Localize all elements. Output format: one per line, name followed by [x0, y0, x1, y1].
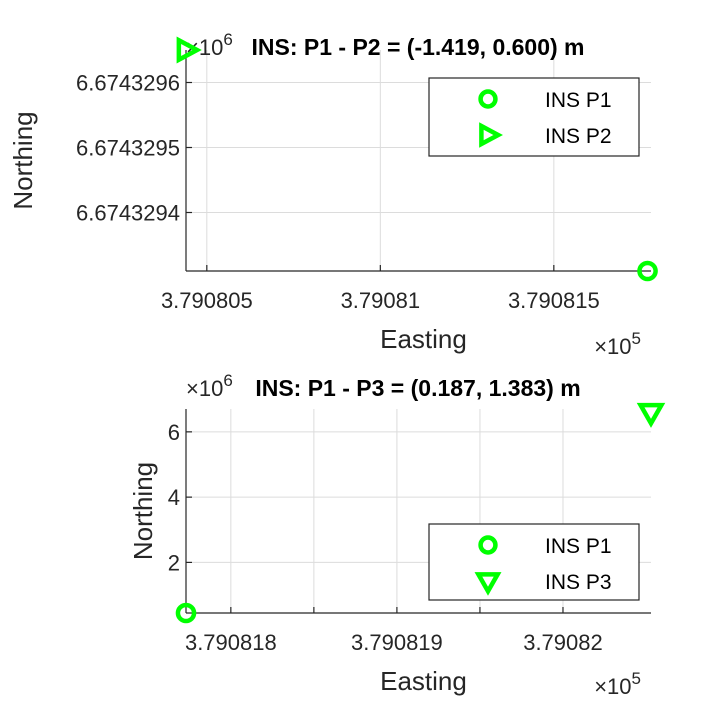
- y-exponent-label: ×106: [186, 30, 233, 60]
- x-tick-label: 3.79081: [341, 288, 421, 313]
- x-exponent-label: ×105: [594, 329, 641, 359]
- axes-1: 3.790805 3.79081 3.790815 6.6743294 6.674329…: [8, 30, 656, 359]
- y-tick-label: 4: [168, 485, 180, 510]
- x-tick-label: 3.790819: [351, 630, 443, 655]
- data-point-ins-p3: [641, 405, 662, 423]
- x-tick-label: 3.790815: [508, 288, 600, 313]
- x-tick-label: 3.790818: [185, 630, 277, 655]
- y-axis-label: Northing: [128, 462, 158, 560]
- legend: INS P1 INS P3: [429, 524, 639, 600]
- x-axis-label: Easting: [380, 666, 467, 696]
- legend-entry: INS P1: [545, 535, 612, 558]
- legend-entry: INS P1: [545, 89, 612, 112]
- y-tick-label: 6.6743296: [76, 71, 180, 96]
- chart-title: INS: P1 - P3 = (0.187, 1.383) m: [255, 375, 580, 401]
- legend-entry: INS P2: [545, 125, 612, 148]
- y-tick-label: 6: [168, 420, 180, 445]
- legend-entry: INS P3: [545, 571, 612, 594]
- chart-title: INS: P1 - P2 = (-1.419, 0.600) m: [251, 34, 584, 60]
- y-axis-label: Northing: [8, 111, 38, 209]
- legend: INS P1 INS P2: [429, 78, 639, 156]
- y-tick-label: 6.6743295: [76, 136, 180, 161]
- axes-2: 3.790818 3.790819 3.79082 2 4 6 Easting Northin…: [128, 371, 661, 699]
- y-tick-label: 6.6743294: [76, 201, 180, 226]
- x-tick-label: 3.79082: [523, 630, 603, 655]
- x-tick-label: 3.790805: [161, 288, 253, 313]
- x-axis-label: Easting: [380, 324, 467, 354]
- x-exponent-label: ×105: [594, 669, 641, 699]
- y-tick-label: 2: [168, 550, 180, 575]
- y-exponent-label: ×106: [186, 371, 233, 401]
